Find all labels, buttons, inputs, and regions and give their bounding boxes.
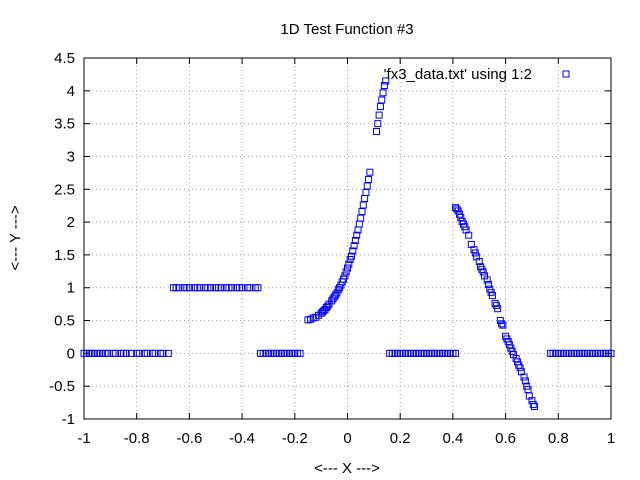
data-point xyxy=(350,242,358,250)
y-tick-label: 4.5 xyxy=(54,50,75,67)
data-point xyxy=(498,320,506,328)
data-point xyxy=(353,231,361,239)
y-tick-label: 4 xyxy=(67,83,75,100)
data-point xyxy=(112,349,120,357)
data-point xyxy=(324,302,332,310)
data-point xyxy=(372,128,380,136)
grid-lines xyxy=(84,58,611,419)
data-point xyxy=(362,189,370,197)
data-point xyxy=(376,103,384,111)
legend-label: 'fx3_data.txt' using 1:2 xyxy=(384,66,532,83)
y-tick-label: -1 xyxy=(62,411,75,428)
data-point xyxy=(358,208,366,216)
data-point xyxy=(347,252,355,260)
data-point xyxy=(452,349,460,357)
data-point xyxy=(135,349,143,357)
data-point xyxy=(524,385,532,393)
data-point xyxy=(457,213,465,221)
data-point xyxy=(159,349,167,357)
data-point xyxy=(521,377,529,385)
data-point xyxy=(196,284,204,292)
data-point xyxy=(484,280,492,288)
data-point xyxy=(375,111,383,119)
x-tick-label: -0.6 xyxy=(176,430,202,447)
y-tick-label: -0.5 xyxy=(49,378,75,395)
data-point xyxy=(379,89,387,97)
data-point xyxy=(363,182,371,190)
data-point xyxy=(246,284,254,292)
data-point xyxy=(104,349,112,357)
x-tick-label: -0.4 xyxy=(229,430,255,447)
data-point xyxy=(185,284,193,292)
data-point xyxy=(254,284,262,292)
data-point xyxy=(341,272,349,280)
y-tick-label: 1 xyxy=(67,280,75,297)
data-point xyxy=(349,247,357,255)
legend-marker xyxy=(562,70,570,78)
data-series xyxy=(80,77,615,411)
data-point xyxy=(206,284,214,292)
data-point xyxy=(475,257,483,265)
data-point xyxy=(344,264,351,272)
data-point xyxy=(529,401,537,409)
data-point xyxy=(228,284,236,292)
x-tick-label: 1 xyxy=(607,430,615,447)
x-axis-ticks: -1 -0.8 -0.6 -0.4 -0.2 0 0.2 0.4 0.6 0.8 1 xyxy=(77,58,615,447)
data-point xyxy=(483,276,491,284)
data-point xyxy=(382,77,390,85)
data-point xyxy=(494,305,502,313)
data-point xyxy=(342,268,350,276)
data-point xyxy=(127,349,135,357)
data-point xyxy=(471,249,479,257)
data-point xyxy=(520,373,528,381)
data-point xyxy=(345,260,353,268)
y-axis-label: <--- Y ---> xyxy=(7,205,24,271)
y-tick-label: 3 xyxy=(67,148,75,165)
x-tick-label: -0.8 xyxy=(124,430,150,447)
data-point xyxy=(143,349,151,357)
data-point xyxy=(151,349,159,357)
data-point xyxy=(217,284,225,292)
x-tick-label: 0.6 xyxy=(495,430,516,447)
x-tick-label: -0.2 xyxy=(282,430,308,447)
data-point xyxy=(296,349,304,357)
data-point xyxy=(516,364,524,372)
y-tick-label: 0 xyxy=(67,345,75,362)
data-point xyxy=(357,214,365,222)
x-tick-label: 0.4 xyxy=(442,430,463,447)
data-point xyxy=(378,96,386,104)
data-point xyxy=(531,403,539,411)
data-point xyxy=(122,349,130,357)
data-point xyxy=(365,175,373,183)
data-point xyxy=(607,349,615,357)
data-point xyxy=(359,201,367,209)
data-point xyxy=(488,292,496,300)
data-point xyxy=(465,231,473,239)
y-axis-ticks: -1 -0.5 0 0.5 1 1.5 2 2.5 3 3.5 4 4.5 xyxy=(49,50,611,428)
data-point xyxy=(361,194,369,202)
y-tick-label: 1.5 xyxy=(54,247,75,264)
x-axis-label: <--- X ---> xyxy=(314,460,380,477)
chart-title: 1D Test Function #3 xyxy=(280,21,413,38)
data-point xyxy=(499,321,507,329)
y-tick-label: 2 xyxy=(67,214,75,231)
data-point xyxy=(238,284,246,292)
data-point xyxy=(479,268,487,276)
x-tick-label: -1 xyxy=(77,430,90,447)
data-point xyxy=(366,168,374,176)
y-tick-label: 0.5 xyxy=(54,313,75,330)
data-point xyxy=(380,82,388,90)
x-tick-label: 0 xyxy=(343,430,351,447)
x-tick-label: 0.2 xyxy=(390,430,411,447)
data-point xyxy=(374,120,382,128)
x-tick-label: 0.8 xyxy=(548,430,569,447)
legend: 'fx3_data.txt' using 1:2 xyxy=(384,66,570,83)
data-point xyxy=(351,236,359,244)
data-point xyxy=(355,220,363,228)
y-tick-label: 2.5 xyxy=(54,181,75,198)
data-point xyxy=(164,349,172,357)
y-tick-label: 3.5 xyxy=(54,116,75,133)
data-point xyxy=(175,284,183,292)
